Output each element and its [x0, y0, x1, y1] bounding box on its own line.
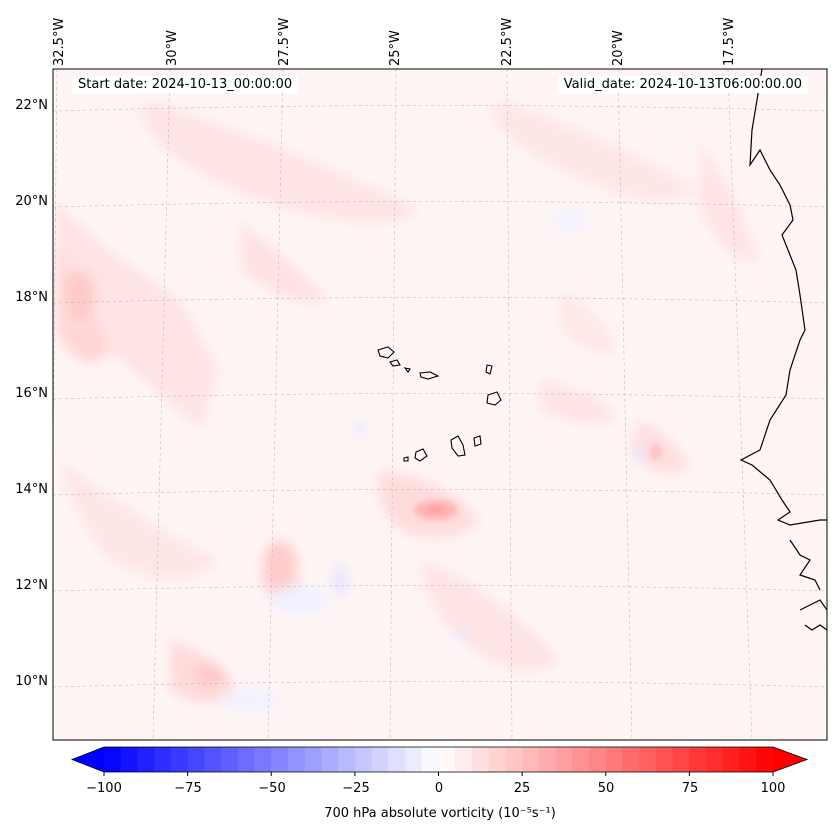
colorbar-cell	[655, 747, 674, 772]
lon-label-32-5w: 32.5°W	[52, 17, 67, 66]
colorbar-cell	[388, 747, 406, 772]
colorbar-cell	[605, 747, 623, 772]
colorbar-tick: 50	[597, 781, 615, 796]
colorbar-tick: −100	[86, 781, 122, 796]
colorbar-cell	[589, 747, 607, 772]
colorbar-cell	[237, 747, 256, 772]
vorticity-field	[53, 69, 827, 740]
colorbar-tick: 100	[760, 781, 786, 796]
colorbar-cell	[154, 747, 172, 772]
lon-label-20w: 20°W	[611, 30, 626, 66]
colorbar-cell	[204, 747, 222, 772]
colorbar-cell	[187, 747, 205, 772]
colorbar-cell	[104, 747, 122, 772]
colorbar-cell	[321, 747, 339, 772]
lat-label-12n: 12°N	[15, 578, 48, 593]
colorbar-cell	[722, 747, 741, 772]
colorbar-cell	[254, 747, 272, 772]
lon-label-27-5w: 27.5°W	[277, 17, 292, 66]
graticule	[53, 69, 827, 740]
map-frame	[52, 68, 828, 741]
start-date-label: Start date: 2024-10-13_00:00:00	[72, 76, 299, 93]
colorbar-cell	[170, 747, 189, 772]
colorbar-cell	[739, 747, 757, 772]
colorbar-cell	[221, 747, 239, 772]
colorbar-cell	[488, 747, 506, 772]
colorbar-extend-max	[773, 747, 807, 772]
lat-label-16n: 16°N	[15, 386, 48, 401]
colorbar-cell	[756, 747, 774, 772]
colorbar	[70, 746, 809, 776]
colorbar-cell	[672, 747, 690, 772]
valid-date-label: Valid_date: 2024-10-13T06:00:00.00	[557, 76, 808, 93]
colorbar-cell	[689, 747, 707, 772]
colorbar-tick: 25	[513, 781, 531, 796]
colorbar-label: 700 hPa absolute vorticity (10⁻⁵s⁻¹)	[324, 806, 556, 821]
colorbar-cell	[271, 747, 289, 772]
colorbar-cell	[438, 747, 456, 772]
coastline	[739, 69, 827, 631]
colorbar-cell	[538, 747, 557, 772]
colorbar-tick: 0	[434, 781, 444, 796]
lat-label-10n: 10°N	[15, 674, 48, 689]
colorbar-cell	[522, 747, 540, 772]
colorbar-cell	[421, 747, 439, 772]
colorbar-tick: 75	[681, 781, 699, 796]
colorbar-tick: −25	[342, 781, 370, 796]
colorbar-cell	[471, 747, 490, 772]
lon-label-17-5w: 17.5°W	[722, 17, 737, 66]
colorbar-cell	[137, 747, 155, 772]
lat-label-14n: 14°N	[15, 482, 48, 497]
colorbar-cell	[639, 747, 657, 772]
lat-label-18n: 18°N	[15, 290, 48, 305]
colorbar-cell	[555, 747, 573, 772]
colorbar-cell	[287, 747, 306, 772]
colorbar-cell	[338, 747, 356, 772]
colorbar-cell	[304, 747, 322, 772]
colorbar-tick: −50	[258, 781, 286, 796]
lon-label-22-5w: 22.5°W	[500, 17, 515, 66]
colorbar-cell	[455, 747, 473, 772]
lat-label-22n: 22°N	[15, 98, 48, 113]
colorbar-cell	[505, 747, 523, 772]
cape-verde-islands	[377, 346, 502, 462]
colorbar-tick: −75	[174, 781, 202, 796]
colorbar-cell	[622, 747, 640, 772]
colorbar-cell	[371, 747, 389, 772]
colorbar-extend-min	[72, 747, 104, 772]
colorbar-cell	[405, 747, 423, 772]
colorbar-cell	[572, 747, 590, 772]
lon-label-30w: 30°W	[165, 30, 180, 66]
colorbar-cell	[706, 747, 724, 772]
colorbar-cell	[120, 747, 138, 772]
lon-label-25w: 25°W	[388, 30, 403, 66]
lat-label-20n: 20°N	[15, 194, 48, 209]
colorbar-cell	[354, 747, 373, 772]
